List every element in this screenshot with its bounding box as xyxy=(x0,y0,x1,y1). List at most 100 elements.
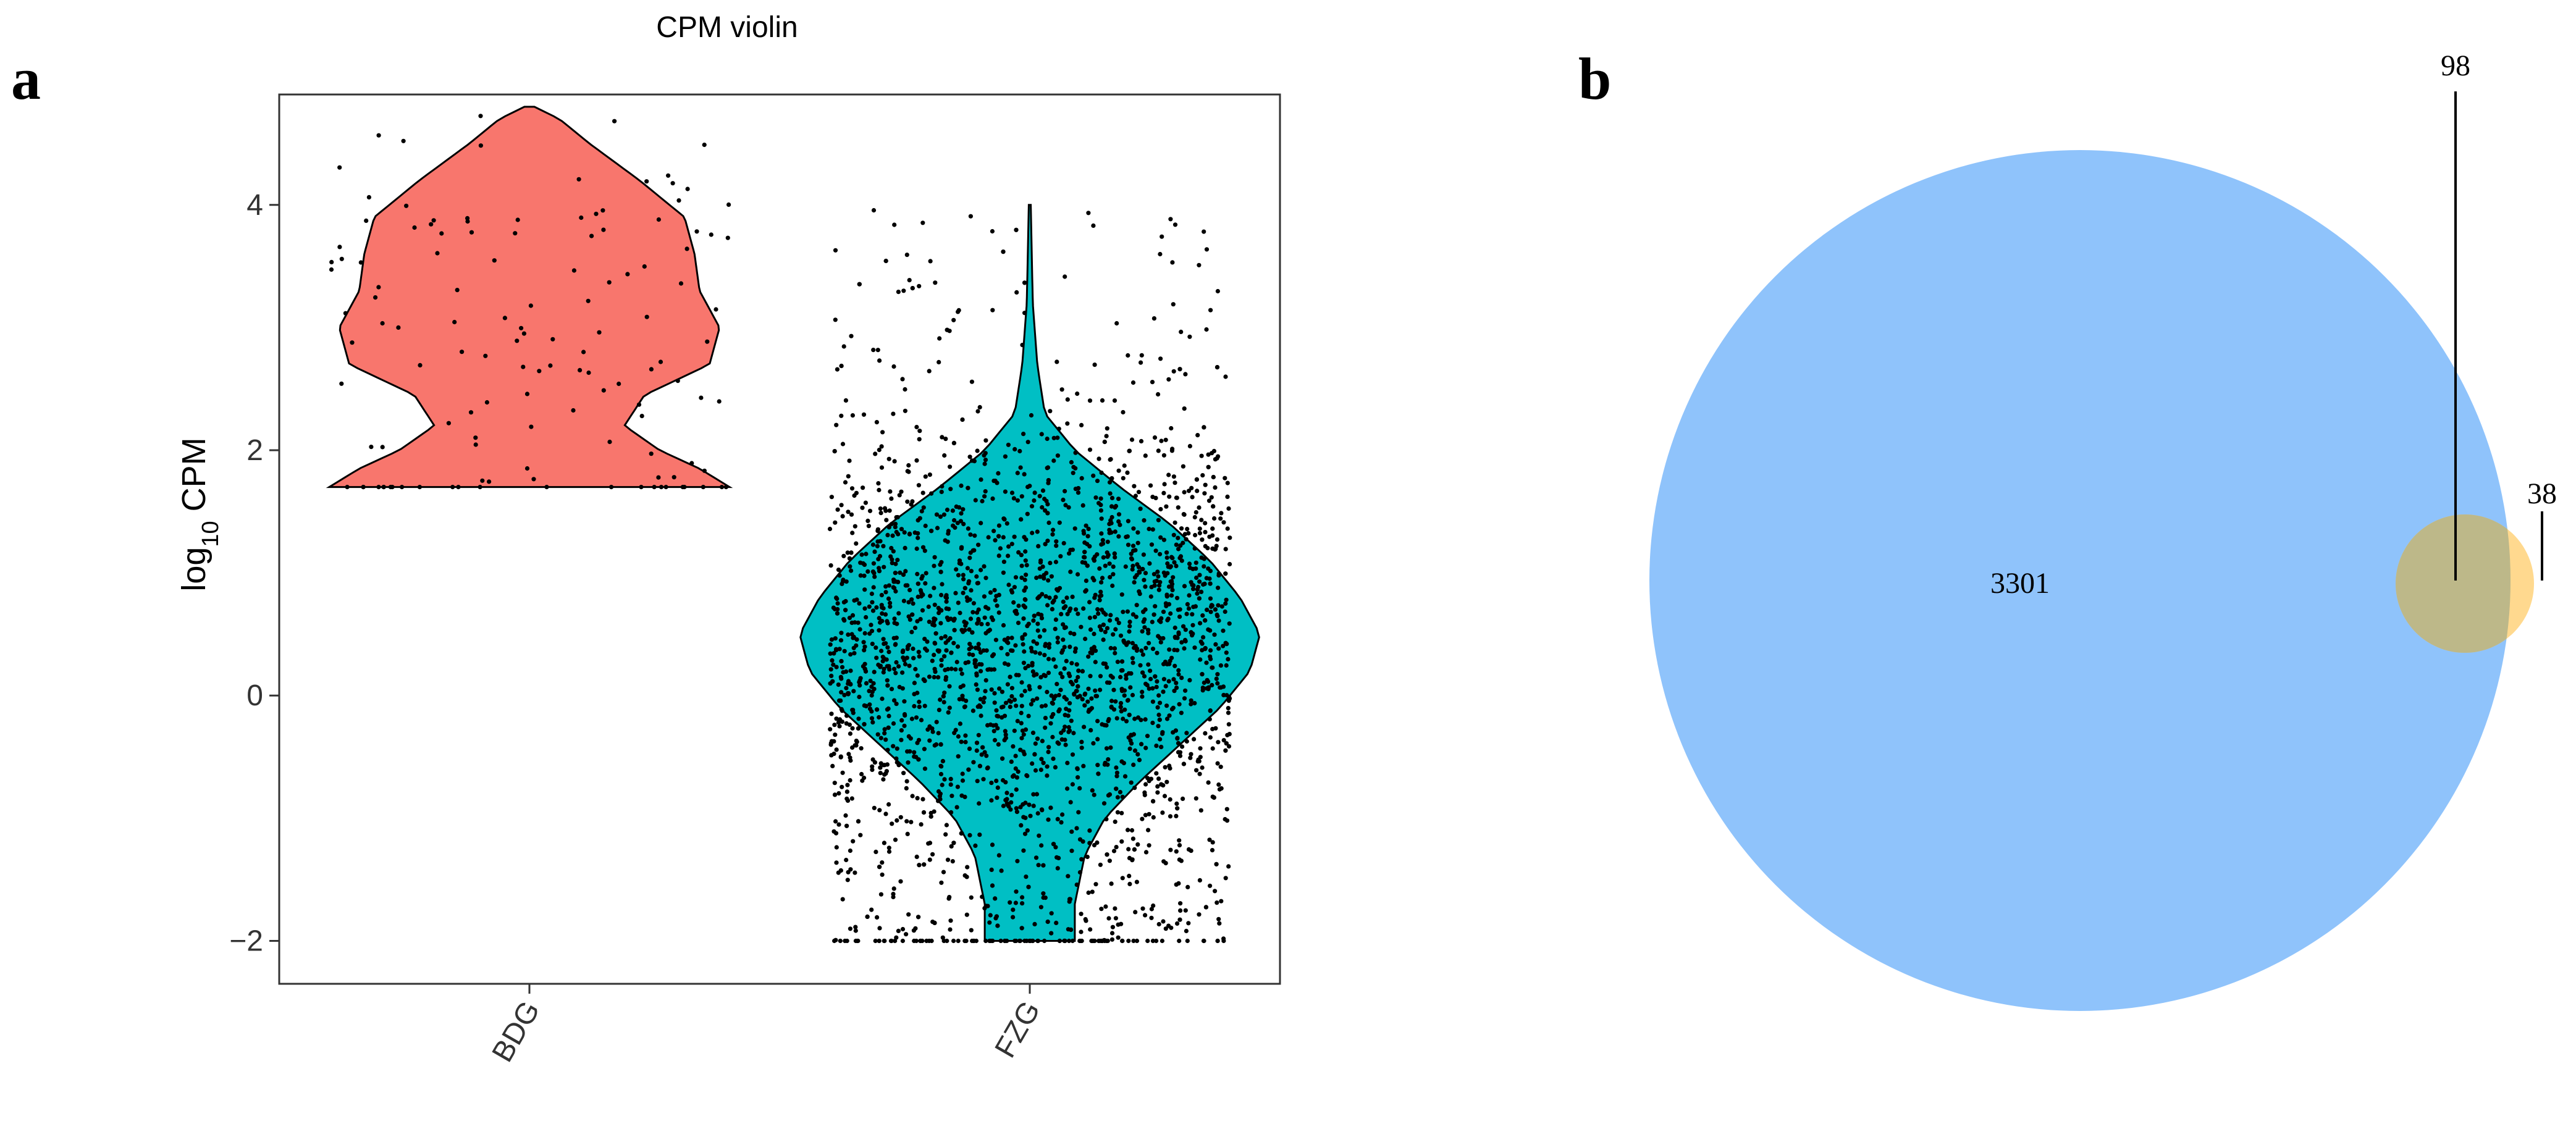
data-point xyxy=(1035,811,1040,816)
data-point xyxy=(1200,537,1205,542)
data-point xyxy=(843,813,848,818)
data-point xyxy=(835,507,840,512)
data-point xyxy=(1119,668,1124,673)
data-point xyxy=(841,553,846,558)
data-point xyxy=(915,535,920,540)
data-point xyxy=(828,667,833,672)
data-point xyxy=(895,558,900,563)
data-point xyxy=(967,652,972,656)
data-point xyxy=(1203,731,1208,736)
data-point xyxy=(870,764,875,769)
data-point xyxy=(857,678,862,683)
data-point xyxy=(1109,476,1114,481)
data-point xyxy=(1020,635,1025,640)
data-point xyxy=(1119,921,1124,926)
data-point xyxy=(1011,744,1016,749)
data-point xyxy=(955,784,960,789)
data-point xyxy=(944,823,949,828)
data-point xyxy=(973,843,978,848)
data-point xyxy=(1068,800,1073,805)
data-point xyxy=(1024,874,1029,879)
data-point xyxy=(1158,737,1163,742)
data-point xyxy=(1099,907,1104,912)
data-point xyxy=(840,665,845,669)
data-point xyxy=(1106,916,1111,921)
data-point xyxy=(1154,938,1159,944)
data-point xyxy=(935,648,940,653)
data-point xyxy=(869,591,874,597)
data-point xyxy=(836,791,841,796)
data-point xyxy=(902,658,907,663)
data-point xyxy=(1013,900,1018,905)
data-point xyxy=(898,570,903,575)
data-point xyxy=(1081,606,1086,611)
data-point xyxy=(980,745,985,750)
data-point xyxy=(1053,664,1058,669)
data-point xyxy=(1098,687,1103,692)
data-point xyxy=(713,307,718,312)
data-point xyxy=(1051,657,1056,662)
data-point xyxy=(1130,563,1135,569)
data-point xyxy=(401,138,406,143)
data-point xyxy=(835,367,840,372)
data-point xyxy=(1043,542,1048,547)
data-point xyxy=(849,796,854,801)
data-point xyxy=(594,211,599,216)
data-point xyxy=(844,938,849,944)
data-point xyxy=(1061,599,1066,605)
data-point xyxy=(937,336,942,341)
data-point xyxy=(1221,644,1226,648)
data-point xyxy=(1107,561,1112,566)
data-point xyxy=(396,325,401,330)
data-point xyxy=(1108,457,1113,462)
data-point xyxy=(875,348,880,353)
data-point xyxy=(1104,723,1109,728)
data-point xyxy=(872,805,877,810)
data-point xyxy=(1088,627,1093,632)
data-point xyxy=(901,288,906,293)
data-point xyxy=(972,938,977,944)
data-point xyxy=(899,489,904,494)
data-point xyxy=(1087,398,1093,403)
data-point xyxy=(1113,503,1119,509)
data-point xyxy=(992,691,997,696)
data-point xyxy=(1040,808,1045,813)
data-point xyxy=(1185,938,1190,944)
data-point xyxy=(1110,925,1115,929)
data-point xyxy=(1051,458,1056,463)
data-point xyxy=(1213,457,1218,462)
venn-label-small: 38 xyxy=(2527,477,2557,510)
data-point xyxy=(1098,589,1103,595)
data-point xyxy=(951,841,956,845)
data-point xyxy=(892,222,897,227)
data-point xyxy=(1178,901,1183,906)
data-point xyxy=(1162,794,1168,799)
data-point xyxy=(597,330,602,335)
data-point xyxy=(891,577,896,582)
data-point xyxy=(1065,421,1070,426)
chart-title: CPM violin xyxy=(656,11,798,44)
data-point xyxy=(1227,621,1232,626)
data-point xyxy=(886,802,891,807)
data-point xyxy=(844,823,849,828)
data-point xyxy=(1223,601,1228,606)
data-point xyxy=(1125,609,1130,614)
data-point xyxy=(1095,607,1100,612)
venn-diagram: 3301 98 38 xyxy=(1649,49,2557,1011)
data-point xyxy=(936,675,941,680)
data-point xyxy=(952,518,957,523)
data-point xyxy=(900,686,905,691)
data-point xyxy=(886,706,891,711)
data-point xyxy=(1055,640,1060,645)
data-point xyxy=(987,938,992,944)
data-point xyxy=(1030,531,1035,535)
data-point xyxy=(971,760,976,765)
data-point xyxy=(914,458,919,463)
data-point xyxy=(1109,881,1114,886)
data-point xyxy=(1143,850,1149,855)
data-point xyxy=(881,670,886,675)
data-point xyxy=(904,786,909,791)
data-point xyxy=(996,714,1001,719)
data-point xyxy=(1018,805,1023,810)
data-point xyxy=(949,844,954,849)
